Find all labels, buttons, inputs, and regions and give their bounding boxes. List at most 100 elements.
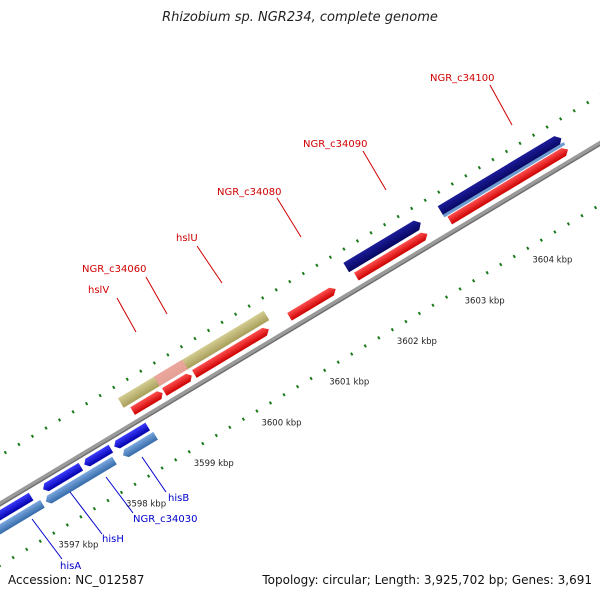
cds-hslV[interactable] bbox=[130, 389, 165, 415]
forward-minor-tick bbox=[3, 450, 8, 455]
gene-label-NGR_c34080-leader-line bbox=[276, 197, 302, 238]
reverse-minor-tick bbox=[553, 230, 557, 234]
forward-minor-tick bbox=[437, 190, 441, 194]
gene-label-NGR_c34090[interactable]: NGR_c34090 bbox=[303, 139, 368, 150]
gene-hisH-block[interactable] bbox=[44, 456, 117, 506]
reverse-minor-tick bbox=[417, 311, 422, 316]
reverse-minor-tick bbox=[350, 352, 354, 356]
gene-hisA-block[interactable] bbox=[0, 499, 45, 542]
forward-minor-tick bbox=[220, 320, 224, 325]
tick-label: 3604 kbp bbox=[532, 256, 572, 266]
reverse-minor-tick bbox=[268, 401, 273, 405]
reverse-minor-tick bbox=[295, 384, 300, 389]
forward-minor-tick bbox=[504, 149, 509, 154]
forward-minor-tick bbox=[85, 401, 89, 406]
genome-backbone bbox=[0, 120, 600, 536]
cds-NGR_c34060[interactable] bbox=[161, 372, 194, 396]
forward-minor-tick bbox=[247, 304, 251, 308]
forward-minor-tick bbox=[315, 263, 319, 268]
tick-labels: 3597 kbp 3598 kbp 3599 kbp 3600 kbp 3601 kbp… bbox=[58, 256, 572, 551]
reverse-minor-tick bbox=[38, 539, 42, 544]
gene-label-hslU[interactable]: hslU bbox=[176, 233, 198, 244]
reverse-minor-tick bbox=[526, 246, 530, 251]
forward-minor-tick bbox=[233, 312, 238, 316]
cds-hisH[interactable] bbox=[41, 462, 84, 493]
cds-hisA[interactable] bbox=[0, 492, 34, 532]
gene-label-NGR_c34030[interactable]: NGR_c34030 bbox=[133, 514, 198, 525]
reverse-minor-tick bbox=[512, 254, 516, 259]
forward-minor-tick bbox=[17, 442, 21, 447]
reverse-minor-tick bbox=[363, 344, 367, 348]
genome-summary-text: Topology: circular; Length: 3,925,702 bp… bbox=[262, 573, 592, 587]
reverse-minor-tick bbox=[404, 319, 408, 324]
reverse-minor-tick bbox=[431, 303, 435, 308]
reverse-minor-tick bbox=[282, 392, 286, 397]
cds-hisB[interactable] bbox=[112, 422, 151, 451]
forward-minor-tick bbox=[112, 385, 116, 390]
gene-label-hisA[interactable]: hisA bbox=[60, 561, 81, 572]
gene-label-hisB-leader-line bbox=[141, 456, 167, 493]
gene-hisB-block[interactable] bbox=[121, 431, 158, 459]
reverse-minor-tick bbox=[25, 547, 29, 552]
gene-NGR_c34090-block[interactable] bbox=[343, 218, 423, 273]
forward-minor-tick bbox=[450, 182, 454, 186]
reverse-minor-tick bbox=[336, 360, 340, 365]
reverse-minor-tick bbox=[133, 482, 137, 487]
reverse-minor-tick bbox=[160, 466, 164, 470]
forward-minor-tick bbox=[477, 165, 482, 170]
forward-minor-tick bbox=[139, 369, 143, 373]
gene-labels: hslV NGR_c34060 hslU NGR_c34080 NGR_c34090 NG… bbox=[31, 73, 513, 572]
reverse-gene-row bbox=[0, 431, 158, 542]
gene-label-hisH[interactable]: hisH bbox=[102, 534, 124, 545]
tick-label: 3600 kbp bbox=[261, 418, 301, 428]
forward-minor-tick bbox=[423, 198, 427, 203]
forward-minor-tick bbox=[342, 247, 346, 251]
forward-minor-tick bbox=[193, 336, 197, 341]
forward-minor-tick bbox=[369, 231, 373, 235]
gene-label-NGR_c34100[interactable]: NGR_c34100 bbox=[430, 73, 495, 84]
accession-text: Accession: NC_012587 bbox=[8, 573, 145, 587]
cds-hslU[interactable] bbox=[191, 325, 271, 378]
gene-label-NGR_c34060-leader-line bbox=[145, 276, 168, 315]
forward-minor-tick bbox=[57, 418, 62, 422]
reverse-minor-tick bbox=[52, 531, 56, 535]
cds-NGR_c34080[interactable] bbox=[287, 285, 338, 321]
reverse-minor-tick bbox=[106, 498, 110, 503]
genome-backbone-shadow bbox=[0, 123, 600, 537]
cds-NGR_c34100[interactable] bbox=[447, 146, 570, 225]
gene-label-NGR_c34030-leader-line bbox=[105, 476, 134, 514]
cds-NGR_c34090[interactable] bbox=[353, 230, 430, 281]
gene-label-NGR_c34060[interactable]: NGR_c34060 bbox=[82, 264, 147, 275]
gene-NGR_c34060-block[interactable] bbox=[153, 359, 188, 387]
gene-label-hisB[interactable]: hisB bbox=[168, 493, 189, 504]
cds-NGR_c34030[interactable] bbox=[82, 444, 114, 469]
tick-label: 3603 kbp bbox=[465, 296, 505, 306]
gene-NGR_c34100-block[interactable] bbox=[437, 134, 565, 216]
reverse-minor-tick bbox=[11, 555, 15, 560]
gene-hslV-hslU-block[interactable] bbox=[117, 310, 270, 408]
forward-minor-tick bbox=[328, 255, 333, 260]
forward-minor-tick bbox=[166, 353, 170, 357]
reverse-minor-tick bbox=[377, 335, 381, 340]
forward-minor-tick bbox=[301, 271, 305, 276]
forward-minor-tick bbox=[71, 410, 75, 414]
gene-label-NGR_c34090-leader-line bbox=[362, 150, 387, 191]
forward-minor-tick bbox=[410, 206, 414, 211]
forward-minor-tick bbox=[206, 328, 211, 333]
forward-minor-tick bbox=[586, 100, 590, 105]
gene-label-hslV[interactable]: hslV bbox=[88, 285, 109, 296]
gene-label-NGR_c34080[interactable]: NGR_c34080 bbox=[217, 187, 282, 198]
forward-minor-tick bbox=[382, 222, 387, 227]
gene-NGR_c34100-band bbox=[442, 142, 566, 218]
forward-minor-tick bbox=[274, 287, 278, 292]
reverse-minor-tick bbox=[228, 425, 232, 430]
reverse-minor-tick bbox=[566, 222, 571, 226]
tick-label: 3602 kbp bbox=[397, 337, 437, 347]
tick-label: 3599 kbp bbox=[194, 459, 234, 469]
forward-minor-tick bbox=[531, 133, 536, 137]
reverse-minor-tick bbox=[187, 449, 191, 454]
reverse-minor-tick bbox=[0, 563, 2, 568]
reverse-cds-row bbox=[0, 422, 151, 532]
forward-minor-tick bbox=[152, 361, 156, 365]
